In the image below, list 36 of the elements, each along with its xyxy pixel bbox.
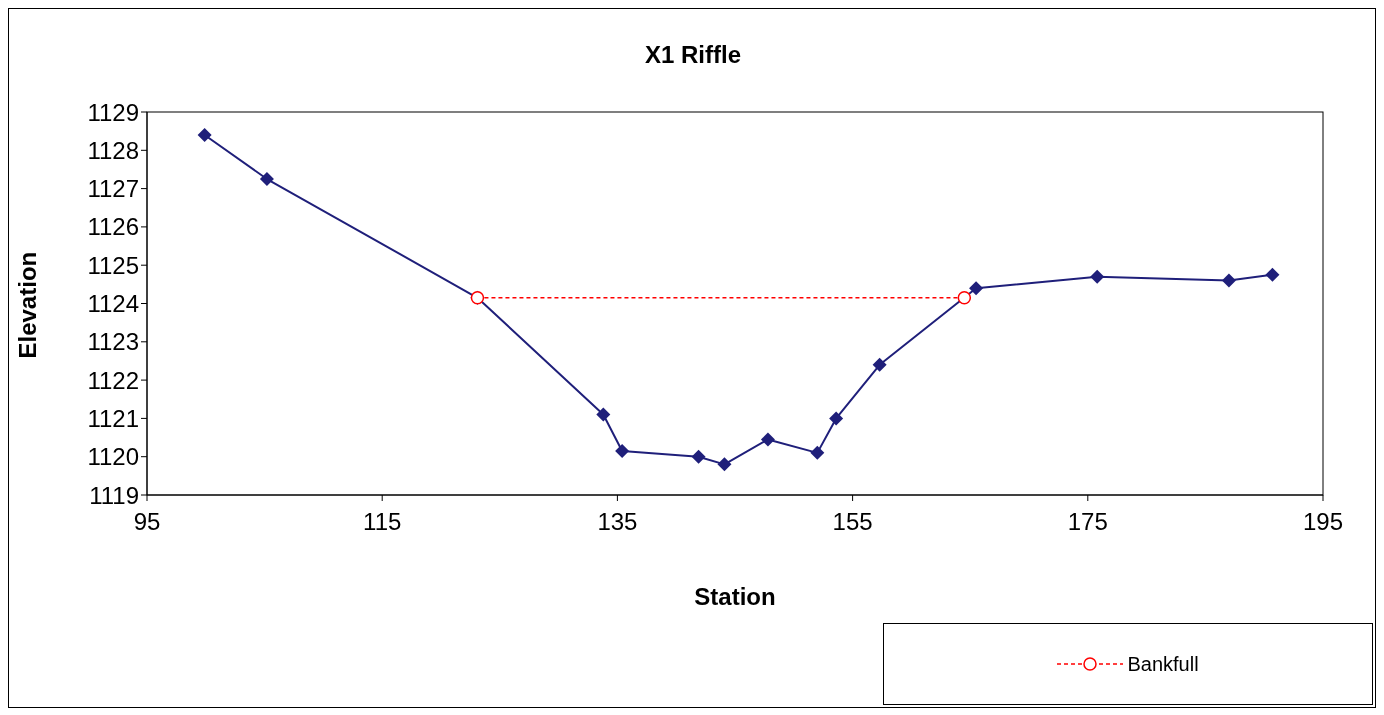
- y-axis-title: Elevation: [13, 251, 41, 359]
- y-tick-label: 1129: [87, 98, 139, 126]
- point: [197, 127, 212, 142]
- x-tick-label: 135: [597, 508, 638, 536]
- x-tick-label: 95: [133, 508, 161, 536]
- x-tick-label: 115: [363, 508, 402, 536]
- y-tick-label: 1120: [87, 443, 139, 471]
- chart-title: X1 Riffle: [644, 41, 742, 69]
- y-tick-label: 1121: [87, 404, 139, 432]
- point: [760, 432, 775, 447]
- y-tick-label: 1128: [87, 136, 139, 164]
- x-tick-label: 155: [832, 508, 873, 536]
- point: [259, 172, 274, 187]
- y-tick-label: 1123: [87, 328, 139, 356]
- y-tick-label: 1124: [87, 290, 139, 318]
- point: [957, 291, 972, 305]
- point: [717, 457, 732, 472]
- point: [969, 281, 984, 296]
- point: [1265, 267, 1280, 282]
- point: [1221, 273, 1236, 288]
- point: [615, 443, 630, 458]
- x-axis-title: Station: [694, 583, 776, 610]
- y-tick-label: 1119: [89, 481, 139, 509]
- x-tick-label: 195: [1302, 508, 1344, 536]
- y-tick-label: 1122: [87, 366, 139, 394]
- y-tick-label: 1125: [87, 251, 139, 279]
- point: [691, 449, 706, 464]
- point: [872, 357, 887, 372]
- x-tick-label: 175: [1067, 508, 1108, 536]
- y-tick-label: 1127: [87, 175, 139, 203]
- legend-label: Bankfull: [1127, 652, 1199, 676]
- y-tick-label: 1126: [87, 213, 139, 241]
- point: [596, 407, 611, 422]
- point: [829, 411, 844, 426]
- point: [1090, 269, 1105, 284]
- point: [810, 445, 825, 460]
